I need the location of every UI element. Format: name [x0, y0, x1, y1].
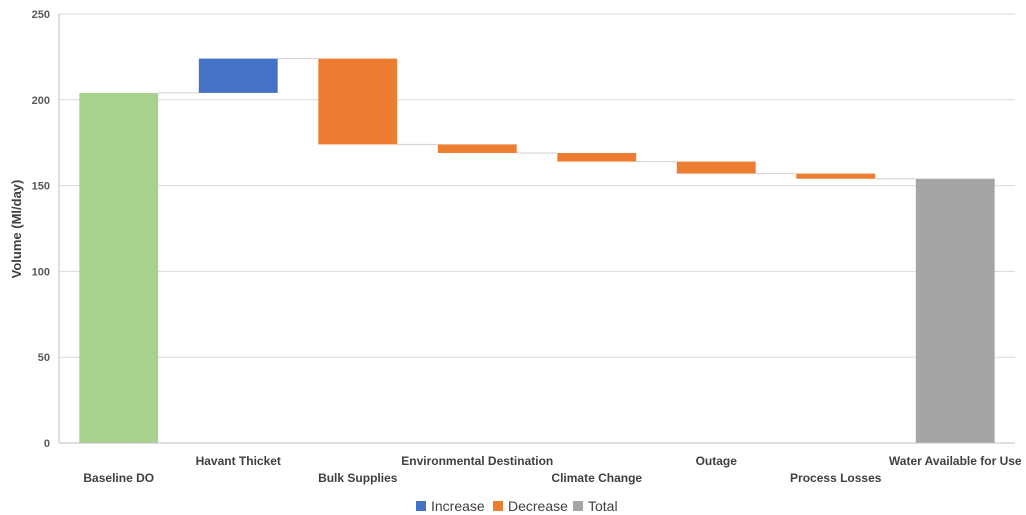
legend-swatch-increase — [416, 501, 426, 511]
bar-baseline-do — [79, 92, 159, 443]
bar-outage — [676, 161, 756, 174]
legend: Increase Decrease Total — [416, 498, 618, 514]
bar-climate-change — [557, 152, 637, 162]
axes — [58, 14, 1015, 444]
x-category-labels: Baseline DO Havant Thicket Bulk SuppliesEn… — [83, 454, 1022, 485]
legend-label-decrease: Decrease — [508, 498, 568, 514]
x-category-label: Bulk Supplies — [318, 471, 398, 485]
y-tick-label: 150 — [32, 181, 50, 193]
x-category-label: Environmental Destination — [401, 454, 553, 468]
x-category-label: Baseline DO — [83, 471, 154, 485]
bar-water-available-for-use — [915, 178, 995, 443]
x-category-label: Water Available for Use — [889, 454, 1022, 468]
y-tick-label: 200 — [32, 95, 50, 107]
x-category-label: Havant Thicket — [196, 454, 281, 468]
x-category-label: Outage — [696, 454, 738, 468]
legend-swatch-total — [573, 501, 583, 511]
legend-label-total: Total — [588, 498, 618, 514]
bar-havant-thicket — [198, 58, 278, 93]
x-category-label: Climate Change — [551, 471, 642, 485]
y-tick-label: 250 — [32, 9, 50, 21]
bar-environmental-destination — [437, 144, 517, 153]
y-tick-label: 0 — [44, 438, 50, 450]
bar-process-losses — [796, 173, 876, 179]
gridlines — [59, 13, 1015, 358]
legend-label-increase: Increase — [431, 498, 485, 514]
y-axis-label: Volume (Ml/day) — [9, 180, 24, 279]
connector-lines — [158, 58, 916, 180]
y-tick-label: 100 — [32, 266, 50, 278]
legend-swatch-decrease — [493, 501, 503, 511]
y-tick-labels: 0 50 100 150 200 250 — [32, 9, 50, 450]
bars — [79, 58, 995, 443]
x-category-label: Process Losses — [790, 471, 882, 485]
bar-bulk-supplies — [318, 58, 398, 145]
y-tick-label: 50 — [38, 352, 50, 364]
